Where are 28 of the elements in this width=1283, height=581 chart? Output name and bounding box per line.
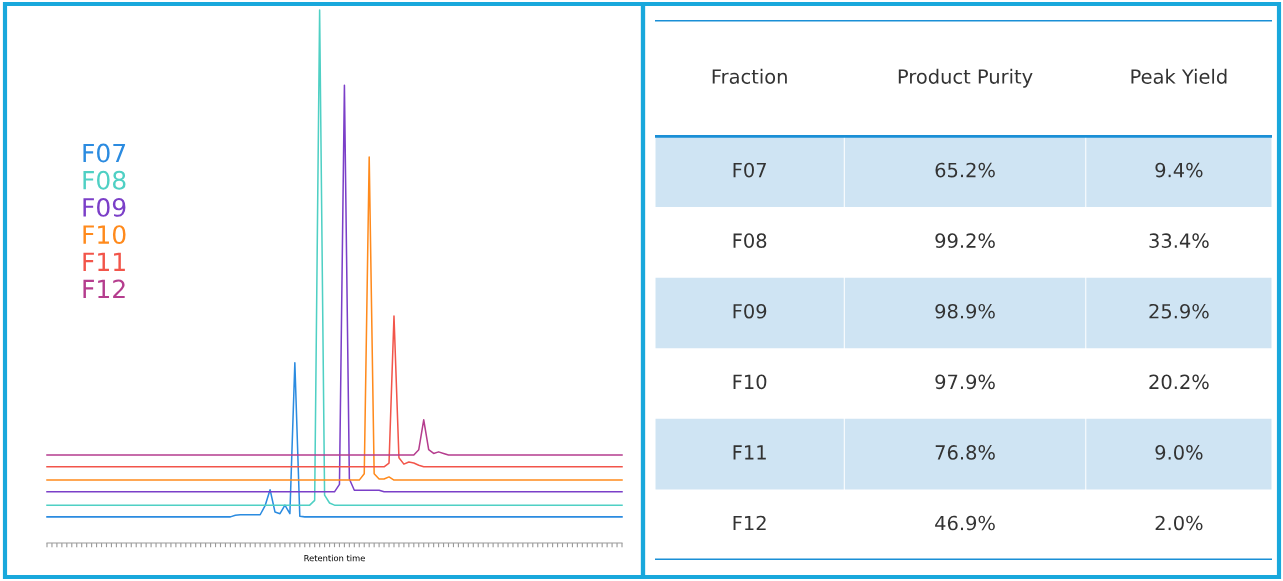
category-label: F11 <box>733 445 766 460</box>
category-label: F12 <box>733 515 766 531</box>
text: Peak Yield <box>1131 68 1227 84</box>
text: F08 <box>83 170 126 190</box>
text: F09 <box>83 197 126 217</box>
category-label: F09 <box>733 303 767 319</box>
text: F12 <box>83 279 125 299</box>
x-axis-title: Retention time <box>304 554 365 562</box>
category-label: F07 <box>733 162 766 178</box>
category-label: F08 <box>733 233 767 248</box>
text: F11 <box>83 252 125 271</box>
data-label: 20.2% <box>1149 374 1209 390</box>
data-label: 99.2% <box>935 233 995 248</box>
data-label: 33.4% <box>1149 233 1209 248</box>
data-label: 98.9% <box>935 303 995 319</box>
data-label: 25.9% <box>1149 303 1209 319</box>
text: Product Purity <box>898 68 1033 88</box>
data-label: 9.4% <box>1155 162 1203 178</box>
text: F10 <box>83 225 126 245</box>
data-label: 97.9% <box>935 374 995 390</box>
text: Fraction <box>712 68 787 84</box>
data-label: 65.2% <box>935 162 995 178</box>
data-label: 9.0% <box>1155 445 1203 460</box>
data-label: 46.9% <box>935 515 995 531</box>
data-label: 76.8% <box>935 445 995 460</box>
category-label: F10 <box>733 374 767 390</box>
text: F07 <box>83 143 126 163</box>
data-label: 2.0% <box>1155 515 1203 531</box>
